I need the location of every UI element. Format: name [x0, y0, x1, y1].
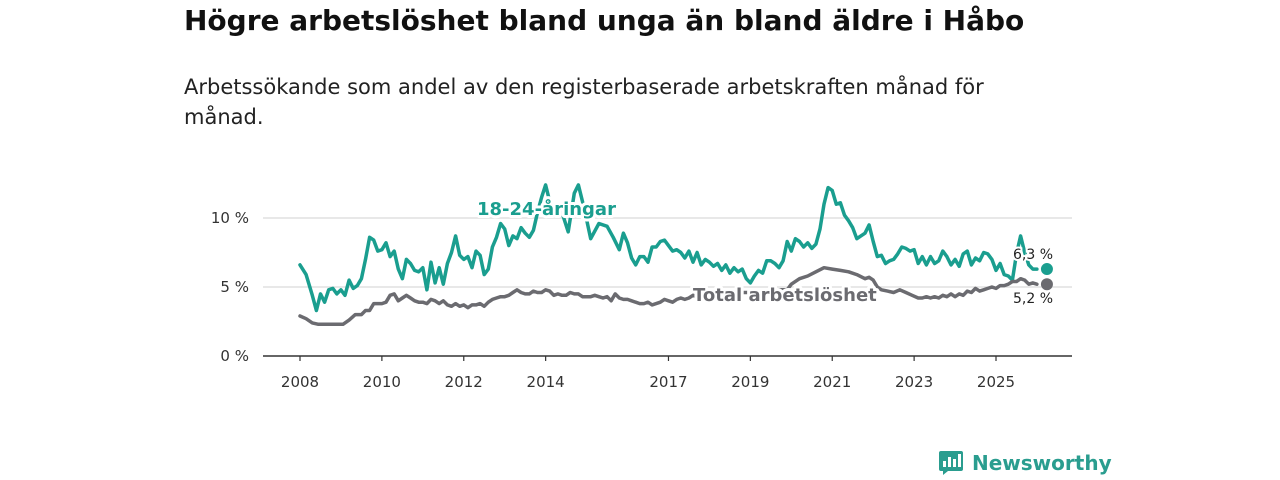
y-tick-label: 0 % [220, 347, 249, 365]
x-tick-label: 2012 [445, 373, 483, 391]
series-label-youth: 18-24-åringar [477, 198, 616, 220]
youth-end-label: 6,3 % [1013, 247, 1053, 263]
series-line-total [298, 265, 1039, 327]
total-end-dot [1040, 278, 1053, 291]
x-tick-label: 2010 [363, 373, 401, 391]
series-line-youth [298, 183, 1039, 313]
x-tick-label: 2023 [895, 373, 933, 391]
x-tick-label: 2025 [977, 373, 1015, 391]
x-axis-ticks: 2008 2010 2012 2014 2017 2019 2021 2023 2025 [281, 356, 1015, 391]
x-tick-label: 2014 [527, 373, 565, 391]
brand-name: Newsworthy [972, 451, 1112, 475]
youth-end-dot [1040, 263, 1053, 276]
x-tick-label: 2008 [281, 373, 319, 391]
series-labels: 18-24-åringar Total arbetslöshet 6,3 % 5,2 … [474, 195, 1055, 309]
chart-subtitle: Arbetssökande som andel av den registerb… [184, 75, 984, 129]
x-tick-label: 2021 [813, 373, 851, 391]
newsworthy-logo-icon [939, 451, 963, 475]
series-lines [298, 183, 1039, 327]
y-tick-label: 5 % [220, 278, 249, 296]
x-tick-label: 2017 [649, 373, 687, 391]
gridlines [263, 217, 1072, 357]
total-end-label: 5,2 % [1013, 291, 1053, 307]
series-label-total: Total arbetslöshet [693, 285, 877, 306]
newsworthy-brand[interactable]: Newsworthy [938, 450, 1112, 476]
y-tick-label: 10 % [211, 209, 249, 227]
y-axis-ticks: 0 % 5 % 10 % [211, 209, 249, 365]
x-tick-label: 2019 [731, 373, 769, 391]
chart-title: Högre arbetslöshet bland unga än bland ä… [184, 4, 1025, 37]
